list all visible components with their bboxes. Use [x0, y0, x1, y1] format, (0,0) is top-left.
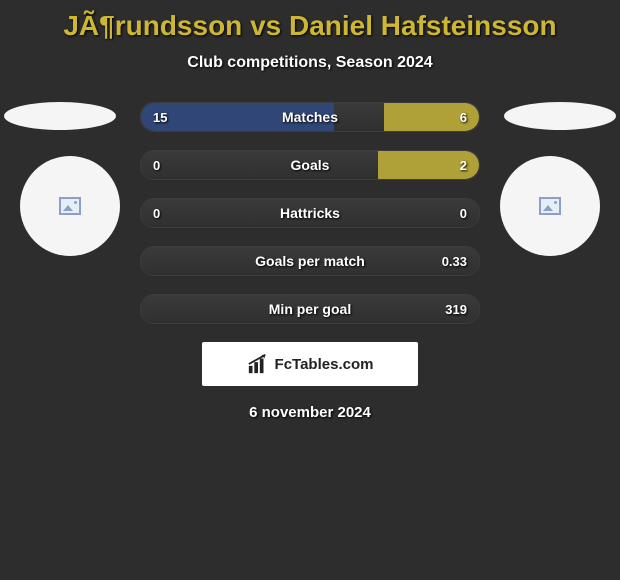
stat-row: Matches156	[140, 102, 480, 132]
stat-value-left: 0	[153, 199, 160, 227]
stat-value-left: 15	[153, 103, 167, 131]
player-left-avatar	[20, 156, 120, 256]
brand-text: FcTables.com	[275, 356, 374, 373]
subtitle: Club competitions, Season 2024	[0, 54, 620, 72]
stat-value-right: 0	[460, 199, 467, 227]
stat-value-right: 319	[445, 295, 467, 323]
player-right-avatar	[500, 156, 600, 256]
stat-bar-left	[141, 103, 334, 131]
player-right-flag-ellipse	[504, 102, 616, 130]
bar-chart-icon	[247, 353, 269, 375]
image-placeholder-icon	[59, 197, 81, 215]
stat-value-left: 0	[153, 151, 160, 179]
stat-value-right: 2	[460, 151, 467, 179]
stat-row: Goals per match0.33	[140, 246, 480, 276]
stats-bar-list: Matches156Goals02Hattricks00Goals per ma…	[140, 102, 480, 324]
stat-row: Goals02	[140, 150, 480, 180]
stat-value-right: 6	[460, 103, 467, 131]
comparison-content: Matches156Goals02Hattricks00Goals per ma…	[0, 102, 620, 421]
date-text: 6 november 2024	[0, 404, 620, 421]
page-title: JÃ¶rundsson vs Daniel Hafsteinsson	[0, 0, 620, 42]
stat-value-right: 0.33	[442, 247, 467, 275]
stat-row: Hattricks00	[140, 198, 480, 228]
stat-row: Min per goal319	[140, 294, 480, 324]
player-left-flag-ellipse	[4, 102, 116, 130]
image-placeholder-icon	[539, 197, 561, 215]
brand-badge: FcTables.com	[202, 342, 418, 386]
